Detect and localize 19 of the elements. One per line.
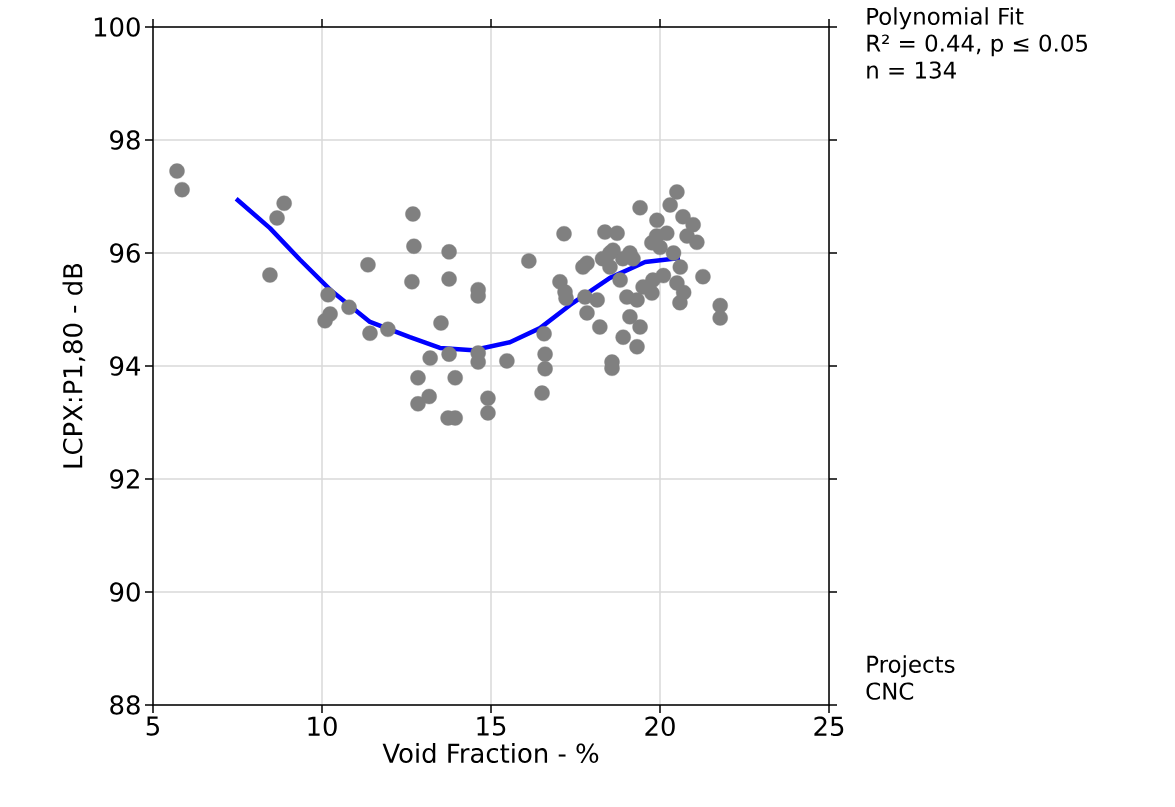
y-tick-label: 94 [110, 356, 141, 376]
x-axis-title: Void Fraction - % [382, 742, 599, 763]
x-tick-label: 10 [308, 716, 337, 737]
x-tick-label: 5 [146, 716, 159, 736]
y-tick-label: 100 [94, 17, 140, 37]
text: CNC [866, 682, 914, 700]
y-tick-label: 98 [110, 130, 140, 150]
text: n = 134 [867, 61, 956, 79]
y-tick-label: 96 [110, 243, 140, 263]
y-axis-title: LCPX:P1,80 - dB [62, 263, 86, 468]
x-tick-label: 25 [814, 716, 844, 737]
text: R² = 0.44, p ≤ 0.05 [867, 34, 1087, 57]
x-tick-label: 20 [645, 716, 675, 737]
text: Projects [867, 655, 955, 678]
text: Polynomial Fit [867, 7, 1024, 30]
y-tick-label: 88 [110, 695, 140, 715]
x-tick-label: 15 [477, 716, 506, 736]
y-tick-label: 92 [110, 469, 139, 489]
y-tick-label: 90 [110, 582, 140, 602]
